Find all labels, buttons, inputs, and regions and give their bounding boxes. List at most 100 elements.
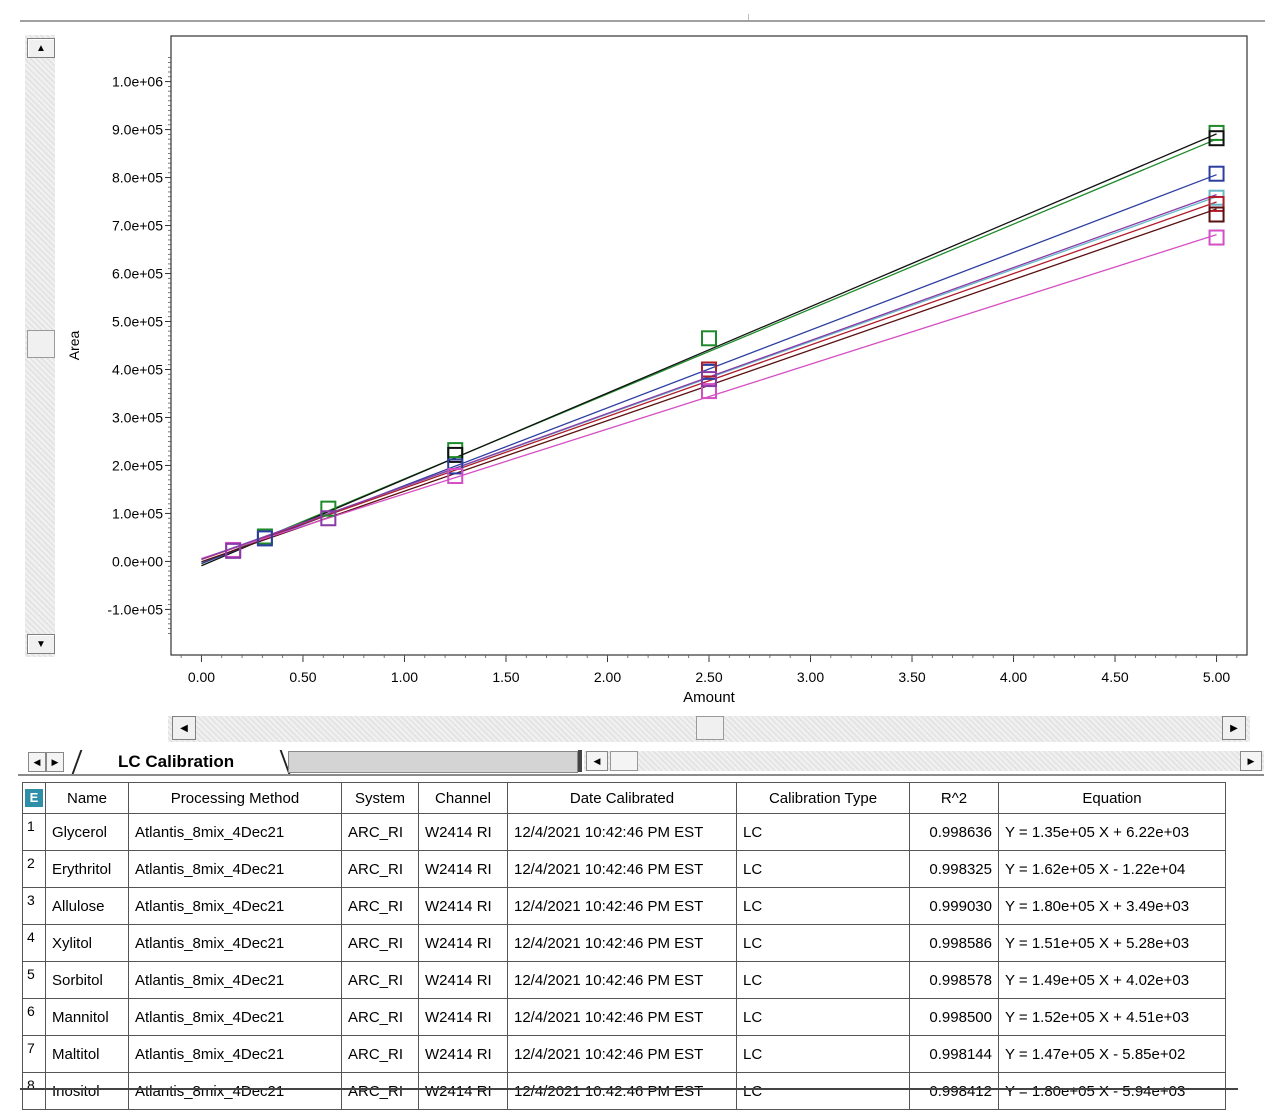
- cell-equation[interactable]: Y = 1.51e+05 X + 5.28e+03: [998, 924, 1226, 962]
- cell-processing-method[interactable]: Atlantis_8mix_4Dec21: [128, 850, 342, 888]
- table-row[interactable]: 1 Glycerol Atlantis_8mix_4Dec21 ARC_RI W2414…: [22, 813, 1226, 851]
- cell-date-calibrated[interactable]: 12/4/2021 10:42:46 PM EST: [507, 887, 737, 925]
- cell-date-calibrated[interactable]: 12/4/2021 10:42:46 PM EST: [507, 850, 737, 888]
- tab-lc-calibration[interactable]: [80, 750, 286, 774]
- cell-equation[interactable]: Y = 1.80e+05 X - 5.94e+03: [998, 1072, 1226, 1110]
- table-row[interactable]: 8 Inositol Atlantis_8mix_4Dec21 ARC_RI W2414…: [22, 1072, 1226, 1110]
- cell-system[interactable]: ARC_RI: [341, 850, 419, 888]
- column-header-equation[interactable]: Equation: [998, 782, 1226, 814]
- table-scroll-thumb[interactable]: [610, 751, 638, 771]
- cell-system[interactable]: ARC_RI: [341, 1035, 419, 1073]
- cell-equation[interactable]: Y = 1.35e+05 X + 6.22e+03: [998, 813, 1226, 851]
- column-header-calibration-type[interactable]: Calibration Type: [736, 782, 910, 814]
- cell-date-calibrated[interactable]: 12/4/2021 10:42:46 PM EST: [507, 998, 737, 1036]
- cell-r2[interactable]: 0.998500: [909, 998, 999, 1036]
- cell-name[interactable]: Glycerol: [45, 813, 129, 851]
- table-row[interactable]: 5 Sorbitol Atlantis_8mix_4Dec21 ARC_RI W2414…: [22, 961, 1226, 999]
- cell-channel[interactable]: W2414 RI: [418, 850, 508, 888]
- cell-name[interactable]: Xylitol: [45, 924, 129, 962]
- cell-equation[interactable]: Y = 1.52e+05 X + 4.51e+03: [998, 998, 1226, 1036]
- cell-name[interactable]: Maltitol: [45, 1035, 129, 1073]
- cell-equation[interactable]: Y = 1.49e+05 X + 4.02e+03: [998, 961, 1226, 999]
- cell-processing-method[interactable]: Atlantis_8mix_4Dec21: [128, 887, 342, 925]
- cell-system[interactable]: ARC_RI: [341, 887, 419, 925]
- cell-date-calibrated[interactable]: 12/4/2021 10:42:46 PM EST: [507, 1072, 737, 1110]
- horizontal-scroll-thumb[interactable]: [696, 716, 724, 740]
- cell-calibration-type[interactable]: LC: [736, 998, 910, 1036]
- tab-label[interactable]: LC Calibration: [118, 752, 235, 771]
- cell-r2[interactable]: 0.998412: [909, 1072, 999, 1110]
- cell-date-calibrated[interactable]: 12/4/2021 10:42:46 PM EST: [507, 813, 737, 851]
- tab-prev-button[interactable]: ◀: [28, 752, 46, 772]
- table-row[interactable]: 3 Allulose Atlantis_8mix_4Dec21 ARC_RI W2414…: [22, 887, 1226, 925]
- cell-processing-method[interactable]: Atlantis_8mix_4Dec21: [128, 813, 342, 851]
- cell-date-calibrated[interactable]: 12/4/2021 10:42:46 PM EST: [507, 1035, 737, 1073]
- tab-next-button[interactable]: ▶: [46, 752, 64, 772]
- cell-calibration-type[interactable]: LC: [736, 1035, 910, 1073]
- cell-calibration-type[interactable]: LC: [736, 924, 910, 962]
- row-number[interactable]: 5: [22, 961, 46, 999]
- cell-name[interactable]: Allulose: [45, 887, 129, 925]
- cell-name[interactable]: Inositol: [45, 1072, 129, 1110]
- cell-equation[interactable]: Y = 1.80e+05 X + 3.49e+03: [998, 887, 1226, 925]
- cell-r2[interactable]: 0.998144: [909, 1035, 999, 1073]
- cell-processing-method[interactable]: Atlantis_8mix_4Dec21: [128, 961, 342, 999]
- column-header-name[interactable]: Name: [45, 782, 129, 814]
- cell-r2[interactable]: 0.998325: [909, 850, 999, 888]
- row-number[interactable]: 2: [22, 850, 46, 888]
- cell-calibration-type[interactable]: LC: [736, 813, 910, 851]
- cell-equation[interactable]: Y = 1.62e+05 X - 1.22e+04: [998, 850, 1226, 888]
- cell-channel[interactable]: W2414 RI: [418, 1035, 508, 1073]
- row-number[interactable]: 3: [22, 887, 46, 925]
- pane-splitter[interactable]: [578, 750, 582, 772]
- cell-processing-method[interactable]: Atlantis_8mix_4Dec21: [128, 1072, 342, 1110]
- cell-date-calibrated[interactable]: 12/4/2021 10:42:46 PM EST: [507, 924, 737, 962]
- column-header-channel[interactable]: Channel: [418, 782, 508, 814]
- cell-calibration-type[interactable]: LC: [736, 1072, 910, 1110]
- table-row[interactable]: 4 Xylitol Atlantis_8mix_4Dec21 ARC_RI W2414 …: [22, 924, 1226, 962]
- table-scroll-right-button[interactable]: ▶: [1240, 751, 1262, 771]
- scroll-left-button[interactable]: ◀: [172, 716, 196, 740]
- cell-r2[interactable]: 0.998578: [909, 961, 999, 999]
- cell-system[interactable]: ARC_RI: [341, 998, 419, 1036]
- row-number[interactable]: 8: [22, 1072, 46, 1110]
- scroll-down-button[interactable]: ▼: [27, 634, 55, 654]
- cell-r2[interactable]: 0.999030: [909, 887, 999, 925]
- column-header-r2[interactable]: R^2: [909, 782, 999, 814]
- cell-processing-method[interactable]: Atlantis_8mix_4Dec21: [128, 1035, 342, 1073]
- row-number[interactable]: 6: [22, 998, 46, 1036]
- cell-date-calibrated[interactable]: 12/4/2021 10:42:46 PM EST: [507, 961, 737, 999]
- row-header-corner[interactable]: E: [22, 782, 46, 814]
- cell-system[interactable]: ARC_RI: [341, 924, 419, 962]
- table-row[interactable]: 6 Mannitol Atlantis_8mix_4Dec21 ARC_RI W2414…: [22, 998, 1226, 1036]
- cell-channel[interactable]: W2414 RI: [418, 813, 508, 851]
- cell-equation[interactable]: Y = 1.47e+05 X - 5.85e+02: [998, 1035, 1226, 1073]
- cell-calibration-type[interactable]: LC: [736, 887, 910, 925]
- cell-system[interactable]: ARC_RI: [341, 961, 419, 999]
- cell-channel[interactable]: W2414 RI: [418, 887, 508, 925]
- column-header-date-calibrated[interactable]: Date Calibrated: [507, 782, 737, 814]
- cell-processing-method[interactable]: Atlantis_8mix_4Dec21: [128, 924, 342, 962]
- column-header-system[interactable]: System: [341, 782, 419, 814]
- row-number[interactable]: 7: [22, 1035, 46, 1073]
- cell-name[interactable]: Mannitol: [45, 998, 129, 1036]
- cell-system[interactable]: ARC_RI: [341, 813, 419, 851]
- cell-calibration-type[interactable]: LC: [736, 961, 910, 999]
- cell-channel[interactable]: W2414 RI: [418, 924, 508, 962]
- table-row[interactable]: 2 Erythritol Atlantis_8mix_4Dec21 ARC_RI W24…: [22, 850, 1226, 888]
- table-scroll-left-button[interactable]: ◀: [586, 751, 608, 771]
- cell-calibration-type[interactable]: LC: [736, 850, 910, 888]
- row-number[interactable]: 1: [22, 813, 46, 851]
- column-header-processing-method[interactable]: Processing Method: [128, 782, 342, 814]
- cell-r2[interactable]: 0.998636: [909, 813, 999, 851]
- scroll-right-button[interactable]: ▶: [1222, 716, 1246, 740]
- cell-name[interactable]: Sorbitol: [45, 961, 129, 999]
- row-number[interactable]: 4: [22, 924, 46, 962]
- table-row[interactable]: 7 Maltitol Atlantis_8mix_4Dec21 ARC_RI W2414…: [22, 1035, 1226, 1073]
- table-horizontal-scrollbar[interactable]: [584, 751, 1264, 771]
- scroll-up-button[interactable]: ▲: [27, 38, 55, 58]
- cell-channel[interactable]: W2414 RI: [418, 1072, 508, 1110]
- vertical-scroll-thumb[interactable]: [27, 330, 55, 358]
- cell-system[interactable]: ARC_RI: [341, 1072, 419, 1110]
- cell-r2[interactable]: 0.998586: [909, 924, 999, 962]
